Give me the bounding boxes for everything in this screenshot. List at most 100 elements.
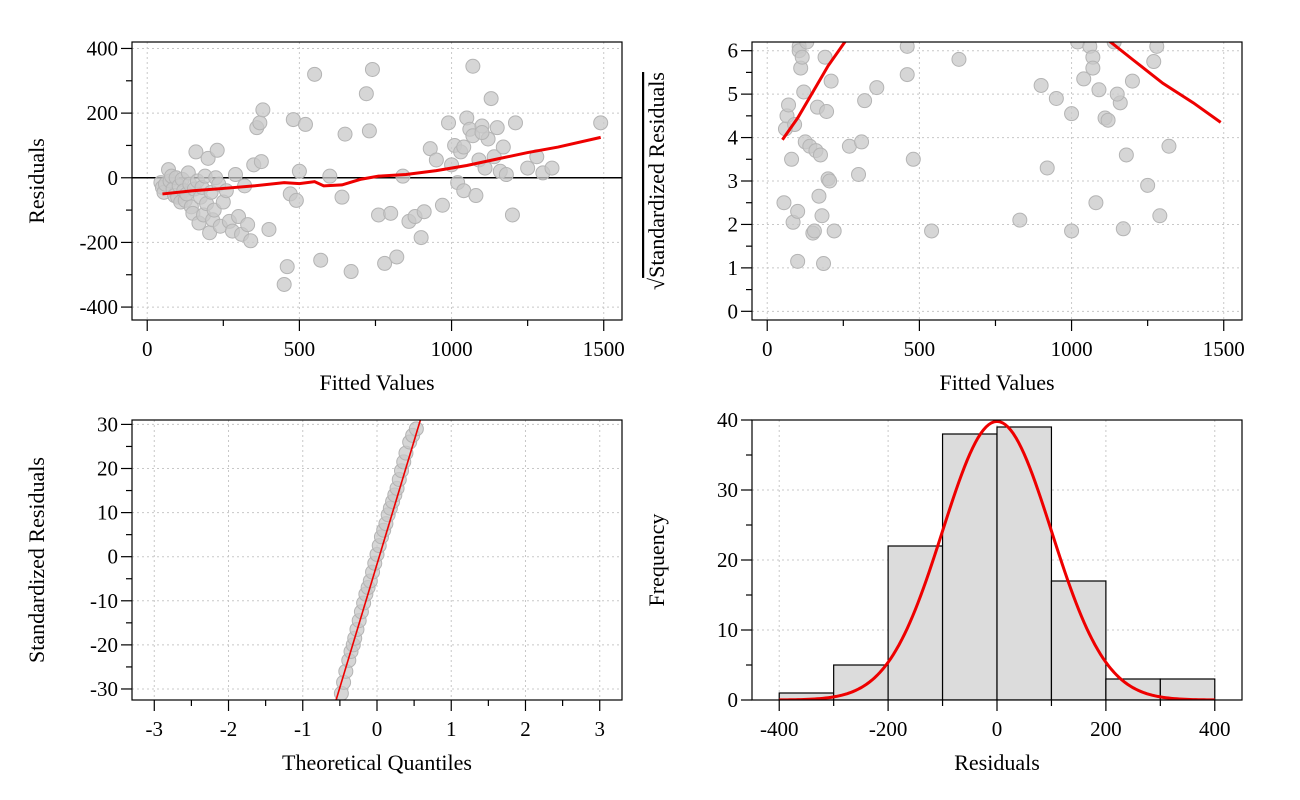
y-tick-label: 4 xyxy=(728,126,739,150)
data-point xyxy=(1149,42,1165,54)
data-point xyxy=(899,42,915,54)
y-axis-label: Residuals xyxy=(24,138,49,224)
data-point xyxy=(812,147,828,163)
data-point xyxy=(468,188,484,204)
data-point xyxy=(790,203,806,219)
data-point xyxy=(288,192,304,208)
x-axis-label: Theoretical Quantiles xyxy=(282,750,472,775)
data-point xyxy=(822,173,838,189)
y-tick-label: 0 xyxy=(108,545,119,569)
data-point xyxy=(188,144,204,160)
data-point xyxy=(507,115,523,131)
data-point xyxy=(826,223,842,239)
data-point xyxy=(851,166,867,182)
y-tick-label: -20 xyxy=(90,633,118,657)
plot-frame xyxy=(131,41,623,321)
x-tick-label: 200 xyxy=(1090,717,1122,741)
histogram-bar xyxy=(887,545,944,700)
y-tick-label: 0 xyxy=(728,299,739,323)
data-point xyxy=(358,86,374,102)
data-point xyxy=(1076,71,1092,87)
data-point xyxy=(784,151,800,167)
y-tick-label: 3 xyxy=(728,169,739,193)
data-point xyxy=(817,49,833,65)
y-tick-label: 40 xyxy=(717,408,738,432)
y-axis-label: Standardized Residuals xyxy=(24,457,49,663)
data-point xyxy=(520,160,536,176)
y-tick-label: 200 xyxy=(87,101,119,125)
plot-area xyxy=(132,58,622,292)
data-point xyxy=(1012,212,1028,228)
data-point xyxy=(456,139,472,155)
data-point xyxy=(1091,82,1107,98)
y-axis-label-text: Standardized Residuals xyxy=(644,72,669,278)
data-point xyxy=(857,93,873,109)
x-tick-label: -200 xyxy=(869,717,908,741)
data-point xyxy=(389,249,405,265)
histogram-bar xyxy=(996,426,1053,700)
data-point xyxy=(1146,54,1162,70)
data-point xyxy=(899,67,915,83)
data-point xyxy=(593,115,609,131)
data-point xyxy=(261,221,277,237)
data-point xyxy=(413,230,429,246)
data-point xyxy=(811,188,827,204)
histogram-bar xyxy=(941,433,998,700)
data-point xyxy=(441,115,457,131)
data-point xyxy=(1100,112,1116,128)
data-point xyxy=(483,91,499,107)
data-point xyxy=(1088,195,1104,211)
normal-density-curve xyxy=(779,420,1215,700)
y-tick-label: 20 xyxy=(97,457,118,481)
data-point xyxy=(905,151,921,167)
data-point xyxy=(1039,160,1055,176)
sqrt-symbol: √ xyxy=(644,277,669,290)
data-point xyxy=(465,58,481,74)
data-point xyxy=(489,120,505,136)
residual-histogram-panel: -400 -200 0 200 400 0 10 20 30 40 Residuals Frequen… xyxy=(644,408,1243,775)
x-tick-label: -400 xyxy=(760,717,799,741)
smoothed-trend-line xyxy=(1108,42,1222,124)
data-point xyxy=(951,51,967,67)
histogram-bar xyxy=(1105,678,1161,700)
data-point xyxy=(498,167,514,183)
data-point xyxy=(361,123,377,139)
data-point xyxy=(322,168,338,184)
y-tick-label: 1 xyxy=(728,256,739,280)
x-tick-label: 0 xyxy=(372,717,383,741)
y-tick-label: 0 xyxy=(728,688,739,712)
smoothed-trend-line xyxy=(162,135,602,196)
data-point xyxy=(209,142,225,158)
x-tick-label: -3 xyxy=(146,717,164,741)
data-point xyxy=(428,152,444,168)
data-point xyxy=(252,115,268,131)
data-point xyxy=(255,102,271,118)
data-point xyxy=(814,208,830,224)
data-point xyxy=(218,183,234,199)
data-point xyxy=(276,276,292,292)
data-point xyxy=(794,49,810,65)
data-point xyxy=(243,233,259,249)
x-tick-label: 2 xyxy=(520,717,531,741)
histogram-bar xyxy=(1050,580,1107,700)
qq-reference-line xyxy=(335,420,422,700)
data-point xyxy=(806,223,822,239)
data-point xyxy=(434,197,450,213)
y-tick-label: -400 xyxy=(80,295,119,319)
data-point xyxy=(334,189,350,205)
x-tick-label: 500 xyxy=(284,337,316,361)
data-point xyxy=(1064,106,1080,122)
plot-area xyxy=(778,420,1216,700)
data-point xyxy=(1048,90,1064,106)
data-point xyxy=(1161,138,1177,154)
data-point xyxy=(823,73,839,89)
x-axis-label: Fitted Values xyxy=(939,370,1054,395)
scale-location-panel: 0 500 1000 1500 0 1 2 3 4 5 6 Fitted Values √Standar… xyxy=(644,39,1245,395)
data-point xyxy=(924,223,940,239)
residuals-vs-fitted-panel: 0 500 1000 1500 -400 -200 0 200 400 Fitted Values… xyxy=(24,36,625,395)
y-tick-label: -30 xyxy=(90,677,118,701)
y-tick-label: 6 xyxy=(728,39,739,63)
data-point xyxy=(1118,147,1134,163)
